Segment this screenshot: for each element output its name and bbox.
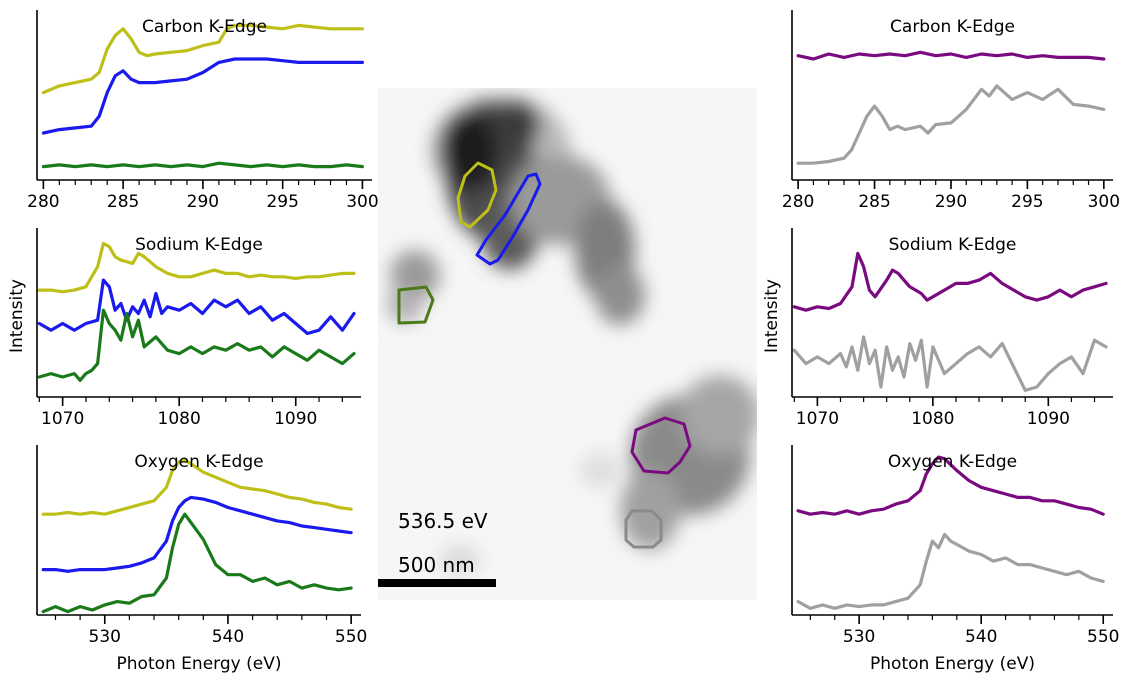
right-oxygen-tick-label: 530 (843, 627, 875, 647)
right-oxygen-tick-label: 550 (1087, 627, 1119, 647)
green-region-outline (397, 285, 435, 325)
left-oxygen-panel: 530 540 550 Oxygen K-Edge Photon Energy (eV) (36, 445, 367, 674)
left-sodium-series-1-line (37, 278, 356, 336)
blue-region-outline (475, 172, 542, 266)
right-oxygen-panel: 530 540 550 Oxygen K-Edge Photon Energy (eV) (791, 445, 1119, 674)
right-oxygen-series-0-line (796, 455, 1105, 516)
right-oxygen-x-axis-label: Photon Energy (eV) (870, 654, 1035, 674)
left-oxygen-series-1-line (41, 495, 353, 573)
right-carbon-tick-label: 280 (782, 192, 814, 212)
left-oxygen-series-0-line (41, 458, 353, 516)
left-carbon-tick-label: 300 (346, 192, 378, 212)
left-sodium-panel: 1070 1080 1090 Sodium K-Edge (36, 228, 361, 429)
left-oxygen-tick-label: 540 (212, 627, 244, 647)
scalebar (378, 579, 496, 587)
right-sodium-tick-label: 1070 (796, 409, 839, 429)
right-carbon-tick-label: 300 (1088, 192, 1120, 212)
left-carbon-tick-label: 295 (266, 192, 298, 212)
left-oxygen-tick-label: 530 (89, 627, 121, 647)
left-carbon-panel: 280 285 290 295 300 Carbon K-Edge (27, 10, 379, 212)
left-oxygen-x-axis-label: Photon Energy (eV) (117, 654, 282, 674)
left-carbon-tick-label: 285 (107, 192, 139, 212)
right-carbon-series-1-line (796, 84, 1106, 165)
right-carbon-tick-label: 290 (935, 192, 967, 212)
right-oxygen-title: Oxygen K-Edge (888, 452, 1017, 472)
left-carbon-series-2-line (41, 161, 364, 169)
right-sodium-series-1-line (792, 335, 1108, 392)
left-sodium-title: Sodium K-Edge (135, 235, 263, 255)
particle-density-map (387, 95, 757, 574)
yellow-region-outline (456, 161, 498, 229)
right-sodium-panel: 1070 1080 1090 Sodium K-Edge (791, 228, 1113, 429)
left-sodium-series-2-line (37, 308, 356, 382)
left-sodium-tick-label: 1080 (158, 409, 201, 429)
right-sodium-title: Sodium K-Edge (889, 235, 1017, 255)
right-carbon-title: Carbon K-Edge (890, 17, 1015, 37)
right-oxygen-tick-label: 540 (965, 627, 997, 647)
left-carbon-tick-label: 280 (27, 192, 59, 212)
energy-label: 536.5 eV (398, 509, 488, 533)
right-sodium-tick-label: 1080 (911, 409, 954, 429)
right-sodium-series-0-line (792, 251, 1108, 312)
left-sodium-series-0-line (37, 241, 356, 294)
left-sodium-tick-label: 1090 (274, 409, 317, 429)
left-oxygen-tick-label: 550 (335, 627, 367, 647)
right-carbon-tick-label: 295 (1011, 192, 1043, 212)
right-sodium-tick-label: 1090 (1027, 409, 1070, 429)
scalebar-label: 500 nm (398, 553, 475, 577)
left-carbon-series-0-line (41, 23, 364, 95)
left-oxygen-title: Oxygen K-Edge (134, 452, 263, 472)
gray-region-outline (624, 509, 663, 549)
right-carbon-panel: 280 285 290 295 300 Carbon K-Edge (782, 10, 1120, 212)
left-carbon-title: Carbon K-Edge (142, 17, 267, 37)
right-oxygen-series-1-line (796, 532, 1105, 610)
right-y-axis-label: Intensity (762, 279, 782, 353)
left-carbon-tick-label: 290 (187, 192, 219, 212)
left-carbon-series-1-line (41, 57, 364, 135)
left-y-axis-label: Intensity (7, 279, 27, 353)
right-carbon-tick-label: 285 (858, 192, 890, 212)
left-oxygen-series-2-line (41, 512, 353, 614)
stxm-image-panel: 536.5 eV 500 nm (378, 88, 757, 600)
right-carbon-series-0-line (796, 50, 1106, 61)
left-sodium-tick-label: 1070 (41, 409, 84, 429)
purple-region-outline (630, 416, 692, 475)
